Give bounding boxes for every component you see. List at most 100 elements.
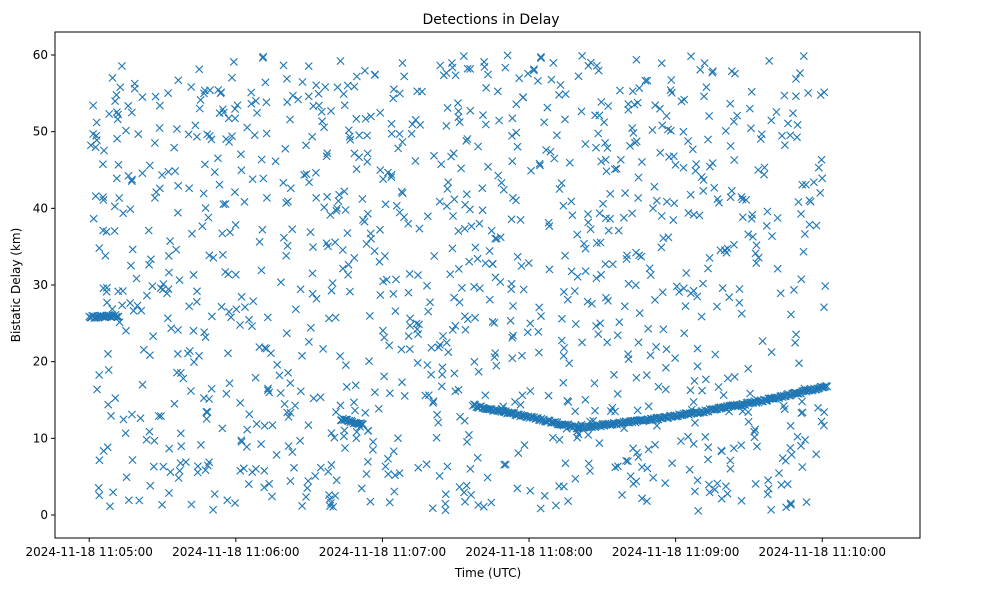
detection-point [797, 209, 805, 218]
detection-point [331, 313, 340, 322]
detection-point [726, 464, 735, 473]
detection-point [103, 298, 111, 307]
detection-point [717, 494, 726, 503]
detection-point [127, 410, 136, 419]
detection-point [286, 184, 295, 193]
detection-point [119, 209, 128, 218]
detection-point [342, 382, 351, 391]
detection-point [738, 195, 747, 204]
detection-point [613, 389, 622, 398]
detection-point [111, 97, 120, 106]
detection-point [463, 135, 472, 143]
detection-point [304, 92, 313, 101]
detection-point [209, 253, 218, 262]
detection-point [358, 420, 367, 429]
detection-point [506, 409, 515, 418]
detection-point [778, 131, 786, 140]
detection-point [471, 313, 480, 322]
detection-point [378, 326, 387, 335]
detection-point [416, 120, 425, 129]
detection-point [456, 412, 465, 421]
detection-point [414, 330, 423, 339]
detection-point [592, 322, 601, 330]
detection-point [595, 209, 604, 218]
detection-point [594, 330, 603, 339]
detection-point [805, 220, 814, 229]
detection-point [422, 460, 431, 469]
detection-point [250, 131, 259, 140]
detection-point [571, 407, 580, 416]
detection-point [760, 163, 769, 172]
detection-point [185, 184, 194, 193]
detection-point [454, 113, 463, 122]
detection-point [817, 417, 826, 426]
detection-point [685, 465, 694, 474]
detection-point [624, 105, 633, 114]
detection-point [376, 166, 385, 175]
detection-point [215, 109, 224, 118]
detection-point [484, 70, 492, 79]
detection-point [352, 114, 361, 123]
detection-point [164, 89, 173, 98]
detection-point [227, 313, 235, 322]
detection-point [363, 457, 372, 466]
detection-point [567, 197, 576, 206]
detection-point [733, 111, 742, 120]
detection-point [586, 225, 595, 234]
detection-point [230, 188, 239, 197]
detection-point [651, 101, 660, 110]
detection-point [126, 299, 135, 307]
detection-point [544, 391, 553, 400]
detection-point [276, 389, 285, 397]
detection-point [387, 119, 396, 128]
detection-point [786, 421, 795, 430]
detection-point [236, 398, 245, 407]
detection-point [466, 464, 475, 473]
detection-point [327, 107, 335, 115]
detection-point [692, 160, 701, 169]
detection-point [463, 64, 472, 73]
detection-point [418, 87, 426, 96]
detection-point [752, 259, 761, 268]
detection-point [253, 108, 261, 117]
detection-point [793, 120, 802, 129]
detection-point [727, 186, 736, 195]
detection-point [111, 394, 120, 403]
detection-point [595, 111, 604, 120]
detection-point [193, 462, 202, 471]
detection-point [526, 319, 535, 328]
detection-point [174, 474, 183, 482]
detection-point [149, 332, 158, 341]
detection-point [375, 257, 384, 266]
detection-point [654, 382, 663, 391]
detection-point [127, 177, 136, 186]
detection-point [395, 469, 404, 478]
detection-point [175, 276, 184, 285]
detection-point [237, 292, 246, 301]
detection-point [216, 89, 225, 98]
detection-point [488, 259, 497, 268]
detection-point [485, 247, 494, 255]
detection-point [474, 142, 483, 151]
detection-point [205, 251, 214, 260]
detection-point [644, 402, 653, 411]
detection-point [259, 174, 268, 183]
detection-point [283, 241, 292, 250]
detection-point [350, 82, 359, 91]
detection-point [201, 204, 210, 213]
detection-point [721, 482, 730, 491]
detection-point [376, 108, 385, 117]
detection-point [327, 286, 336, 295]
detection-point [363, 209, 372, 218]
detection-point [713, 479, 722, 488]
detection-point [737, 496, 746, 505]
detection-point [228, 132, 236, 141]
detection-point [702, 83, 711, 92]
detection-point [595, 439, 604, 448]
detection-point [658, 288, 667, 297]
detection-point [395, 130, 404, 138]
detection-point [110, 227, 119, 235]
detection-point [237, 166, 246, 175]
detection-point [104, 349, 112, 358]
y-axis-ticks: 0 10 20 30 40 50 60 [33, 48, 55, 522]
